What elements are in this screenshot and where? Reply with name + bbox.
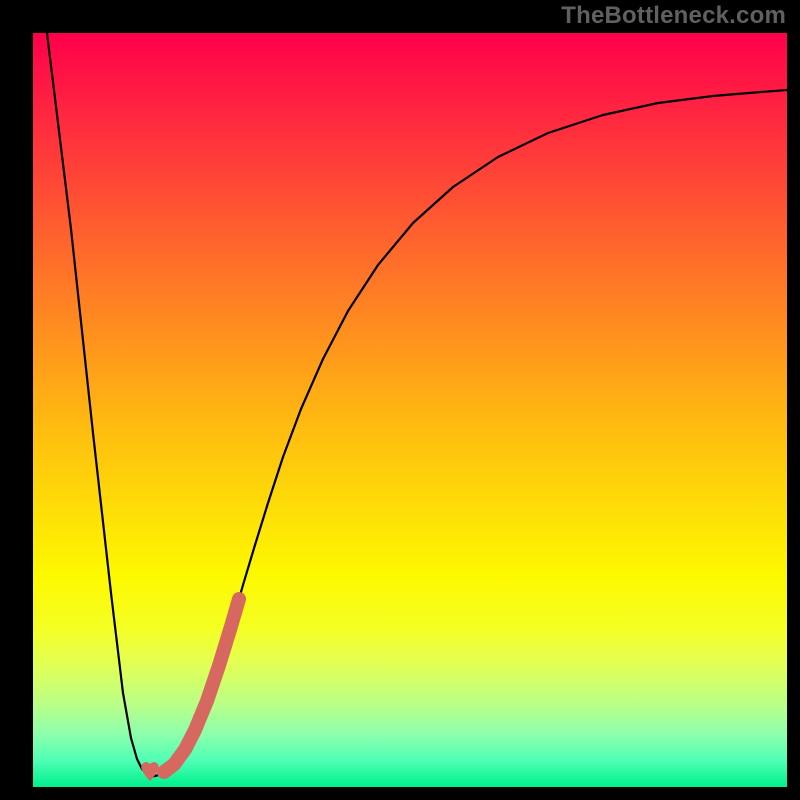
gradient-plot-area	[33, 33, 787, 787]
chart-frame: TheBottleneck.com	[0, 0, 800, 800]
watermark-text: TheBottleneck.com	[561, 2, 786, 30]
highlight-segment	[164, 599, 239, 772]
bottleneck-curve	[47, 33, 787, 777]
min-point-marker	[141, 762, 159, 781]
curve-svg	[33, 33, 787, 787]
